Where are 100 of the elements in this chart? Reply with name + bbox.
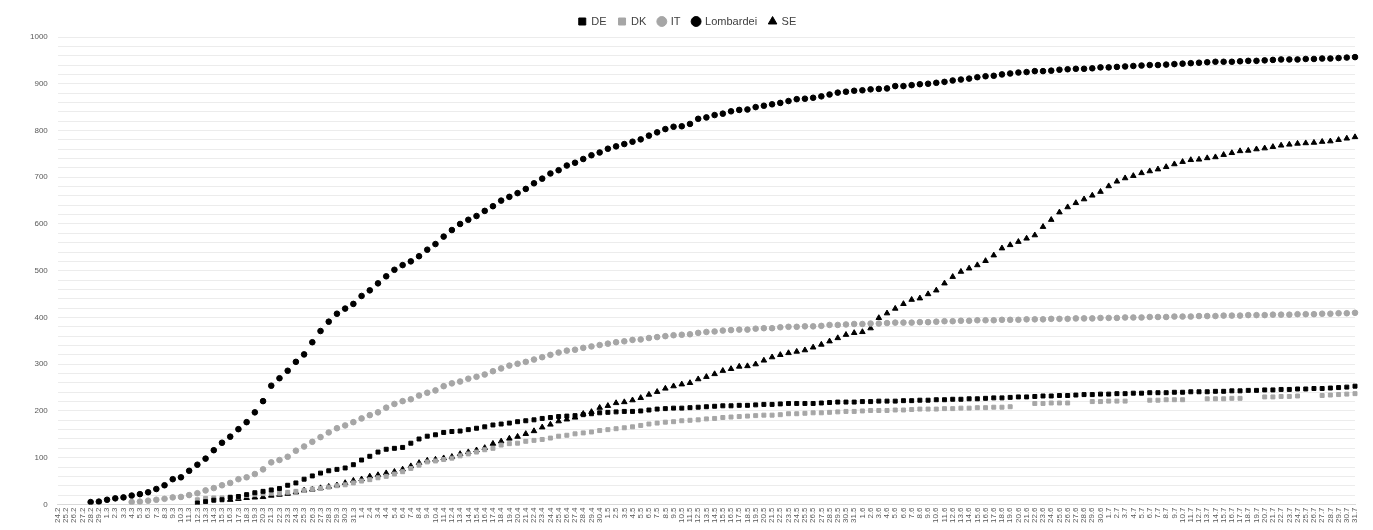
x-tick-label: 29.6 xyxy=(1087,506,1097,524)
legend-label: Lombardei xyxy=(705,14,758,27)
x-tick-label: 23.6 xyxy=(1038,506,1048,524)
x-tick-label: 3.6 xyxy=(874,506,884,519)
x-tick-label: 27.2 xyxy=(77,506,87,524)
x-tick-label: 28.3 xyxy=(323,506,333,524)
x-tick-label: 12.5 xyxy=(693,506,703,524)
x-tick-label: 2.6 xyxy=(865,506,875,519)
x-tick-label: 15.3 xyxy=(217,506,227,524)
x-tick-label: 25.6 xyxy=(1054,506,1064,524)
x-tick-label: 21.5 xyxy=(767,506,777,524)
x-tick-label: 31.7 xyxy=(1350,506,1360,524)
x-tick-label: 22.7 xyxy=(1276,506,1286,524)
x-tick-label: 9.6 xyxy=(923,506,933,519)
x-tick-label: 10.5 xyxy=(676,506,686,524)
y-tick-label: 700 xyxy=(34,172,49,182)
x-tick-label: 5.7 xyxy=(1136,506,1146,519)
x-tick-label: 21.3 xyxy=(266,506,276,524)
x-tick-label: 29.4 xyxy=(586,506,596,524)
x-tick-label: 19.4 xyxy=(504,506,514,524)
x-tick-label: 17.7 xyxy=(1235,506,1245,524)
x-tick-label: 7.7 xyxy=(1153,506,1163,519)
x-tick-label: 18.7 xyxy=(1243,506,1253,524)
x-tick-label: 28.4 xyxy=(578,506,588,524)
x-tick-label: 5.6 xyxy=(890,506,900,519)
x-tick-label: 24.2 xyxy=(53,506,62,524)
x-tick-label: 14.7 xyxy=(1210,506,1220,524)
x-tick-label: 7.5 xyxy=(652,506,662,519)
x-tick-label: 2.3 xyxy=(110,506,120,519)
x-tick-label: 21.7 xyxy=(1268,506,1278,524)
x-tick-label: 14.6 xyxy=(964,506,974,524)
x-tick-label: 26.7 xyxy=(1309,506,1319,524)
x-tick-label: 25.5 xyxy=(800,506,810,524)
x-tick-label: 30.6 xyxy=(1095,506,1105,524)
x-tick-label: 29.5 xyxy=(832,506,842,524)
x-tick-label: 4.4 xyxy=(381,506,391,519)
x-tick-label: 21.4 xyxy=(520,506,530,524)
x-tick-label: 9.7 xyxy=(1169,506,1179,519)
x-tick-label: 1.4 xyxy=(356,506,366,519)
x-tick-label: 11.3 xyxy=(184,506,194,523)
x-tick-label: 8.6 xyxy=(915,506,925,519)
x-tick-label: 3.5 xyxy=(619,506,629,519)
y-tick-label: 500 xyxy=(34,265,49,275)
x-tick-label: 10.3 xyxy=(176,506,186,524)
x-tick-label: 11.6 xyxy=(939,506,949,523)
x-tick-label: 24.3 xyxy=(291,506,301,524)
x-tick-label: 20.4 xyxy=(512,506,522,524)
x-tick-label: 23.7 xyxy=(1284,506,1294,524)
x-tick-label: 10.7 xyxy=(1177,506,1187,524)
x-tick-label: 8.5 xyxy=(660,506,670,519)
x-tick-label: 1.5 xyxy=(603,506,613,519)
x-tick-label: 6.5 xyxy=(644,506,654,519)
x-tick-label: 1.3 xyxy=(102,506,112,519)
legend-label: SE xyxy=(781,14,797,27)
x-tick-label: 26.4 xyxy=(562,506,572,524)
x-tick-label: 28.5 xyxy=(824,506,834,524)
x-tick-label: 3.4 xyxy=(373,506,383,519)
x-tick-label: 22.5 xyxy=(775,506,785,524)
x-tick-label: 10.6 xyxy=(931,506,941,524)
x-tick-label: 13.4 xyxy=(455,506,465,524)
x-tick-label: 25.3 xyxy=(299,506,309,524)
x-tick-label: 13.6 xyxy=(956,506,966,524)
x-tick-label: 30.5 xyxy=(841,506,851,524)
x-tick-label: 29.7 xyxy=(1333,506,1343,524)
x-tick-label: 23.5 xyxy=(783,506,793,524)
x-tick-label: 25.4 xyxy=(553,506,563,524)
x-tick-label: 14.4 xyxy=(463,506,473,524)
x-tick-label: 13.5 xyxy=(701,506,711,524)
y-tick-label: 200 xyxy=(34,406,49,416)
x-tick-label: 28.6 xyxy=(1079,506,1089,524)
x-tick-label: 16.6 xyxy=(980,506,990,524)
x-tick-label: 18.6 xyxy=(997,506,1007,524)
x-tick-label: 14.5 xyxy=(709,506,719,524)
x-tick-label: 5.4 xyxy=(389,506,399,519)
y-tick-label: 800 xyxy=(34,125,49,135)
x-tick-label: 16.7 xyxy=(1227,506,1237,524)
x-tick-label: 27.5 xyxy=(816,506,826,524)
x-tick-label: 24.6 xyxy=(1046,506,1056,524)
y-tick-label: 100 xyxy=(34,452,49,462)
x-tick-label: 7.4 xyxy=(406,506,416,519)
x-tick-label: 12.3 xyxy=(192,506,202,524)
x-tick-label: 15.7 xyxy=(1218,506,1228,524)
x-tick-label: 16.4 xyxy=(479,506,489,524)
x-tick-label: 21.6 xyxy=(1021,506,1031,524)
x-tick-label: 9.5 xyxy=(668,506,678,519)
x-tick-label: 7.3 xyxy=(151,506,161,519)
x-tick-label: 24.5 xyxy=(791,506,801,524)
x-tick-label: 19.3 xyxy=(250,506,260,524)
x-tick-label: 19.6 xyxy=(1005,506,1015,524)
x-tick-label: 7.6 xyxy=(906,506,916,519)
x-tick-label: 12.6 xyxy=(947,506,957,524)
x-tick-label: 22.4 xyxy=(529,506,539,524)
x-tick-label: 1.6 xyxy=(857,506,867,519)
x-tick-label: 22.3 xyxy=(274,506,284,524)
x-tick-label: 5.5 xyxy=(635,506,645,519)
x-tick-label: 19.5 xyxy=(750,506,760,524)
x-tick-label: 26.2 xyxy=(69,506,79,524)
x-tick-label: 2.7 xyxy=(1112,506,1122,519)
x-tick-label: 23.4 xyxy=(537,506,547,524)
y-tick-label: 900 xyxy=(34,78,49,88)
